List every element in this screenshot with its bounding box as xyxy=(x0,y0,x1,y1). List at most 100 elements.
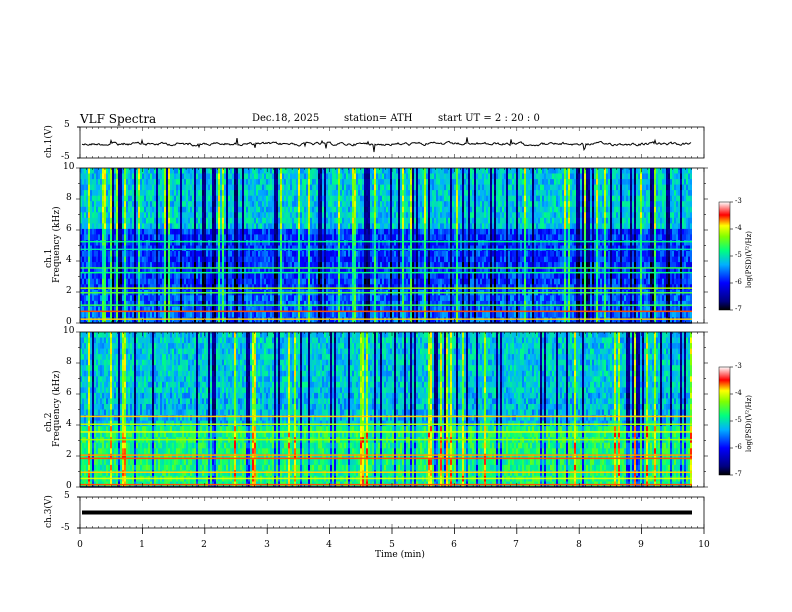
spec-cell xyxy=(214,306,216,313)
spec-cell xyxy=(250,179,252,186)
spec-cell xyxy=(206,273,208,280)
spec-cell xyxy=(90,278,92,285)
spec-cell xyxy=(282,273,284,280)
spec-cell xyxy=(310,284,312,291)
spec-cell xyxy=(144,240,146,246)
spec-cell xyxy=(212,179,214,186)
spec-cell xyxy=(404,306,406,313)
spec-cell xyxy=(208,228,210,235)
spec-cell xyxy=(246,201,248,208)
spec-cell xyxy=(116,179,118,186)
spec-cell xyxy=(130,306,132,313)
spec-cell xyxy=(392,184,394,191)
spec-cell xyxy=(246,256,248,263)
spec-cell xyxy=(288,240,290,246)
spec-cell xyxy=(98,267,100,274)
spec-cell xyxy=(124,295,126,302)
spec-cell xyxy=(156,212,158,219)
spec-cell xyxy=(290,168,292,174)
spec-cell xyxy=(104,311,106,318)
spec-cell xyxy=(390,311,392,318)
spec-cell xyxy=(370,223,372,230)
spec-cell xyxy=(260,267,262,274)
spec-cell xyxy=(376,267,378,274)
spec-cell xyxy=(198,300,200,307)
spec-cell xyxy=(314,240,316,246)
spec-cell xyxy=(228,190,230,197)
spec-cell xyxy=(402,306,404,313)
spec-cell xyxy=(320,267,322,274)
spec-cell xyxy=(280,306,282,313)
spec-cell xyxy=(186,228,188,235)
spec-cell xyxy=(82,251,84,257)
spec-cell xyxy=(234,306,236,313)
spec-cell xyxy=(252,245,254,252)
spec-cell xyxy=(228,245,230,252)
spec-cell xyxy=(236,217,238,224)
spec-cell xyxy=(354,267,356,274)
spec-cell xyxy=(258,212,260,219)
spec-cell xyxy=(254,184,256,191)
spec-cell xyxy=(82,256,84,263)
spec-cell xyxy=(100,284,102,291)
spec-cell xyxy=(96,267,98,274)
spec-cell xyxy=(368,195,370,202)
spec-cell xyxy=(220,190,222,197)
spec-cell xyxy=(128,173,130,180)
spec-cell xyxy=(238,179,240,186)
spec-cell xyxy=(126,217,128,224)
spec-cell xyxy=(286,317,288,324)
spec-cell xyxy=(226,206,228,213)
spec-cell xyxy=(180,228,182,235)
spec-cell xyxy=(172,311,174,318)
spec-cell xyxy=(242,184,244,191)
spec-cell xyxy=(214,184,216,191)
spec-cell xyxy=(214,195,216,202)
spec-cell xyxy=(126,284,128,291)
spec-cell xyxy=(104,173,106,180)
spec-cell xyxy=(160,306,162,313)
spec-cell xyxy=(168,212,170,219)
spec-cell xyxy=(320,234,322,241)
spec-cell xyxy=(326,278,328,285)
spec-cell xyxy=(222,228,224,235)
spec-cell xyxy=(122,267,124,274)
spec-cell xyxy=(370,306,372,313)
spec-cell xyxy=(140,284,142,291)
spec-cell xyxy=(332,206,334,213)
spec-cell xyxy=(420,168,422,174)
spec-cell xyxy=(210,311,212,318)
spec-cell xyxy=(280,217,282,224)
spec-cell xyxy=(188,234,190,241)
spec-cell xyxy=(300,195,302,202)
spec-cell xyxy=(276,300,278,307)
spec-cell xyxy=(298,173,300,180)
spec-cell xyxy=(298,306,300,313)
spec-cell xyxy=(368,273,370,280)
spec-cell xyxy=(118,273,120,280)
spec-cell xyxy=(378,201,380,208)
spec-cell xyxy=(278,217,280,224)
spec-cell xyxy=(278,228,280,235)
spec-cell xyxy=(224,284,226,291)
spec-cell xyxy=(276,228,278,235)
spec-cell xyxy=(358,206,360,213)
spec-cell xyxy=(300,184,302,191)
spec-cell xyxy=(294,317,296,324)
spec-cell xyxy=(342,195,344,202)
spec-cell xyxy=(242,267,244,274)
spec-cell xyxy=(358,295,360,302)
spec-cell xyxy=(82,173,84,180)
spec-cell xyxy=(368,245,370,252)
spec-cell xyxy=(230,223,232,230)
spec-cell xyxy=(248,311,250,318)
spec-cell xyxy=(332,278,334,285)
spec-cell xyxy=(240,311,242,318)
spec-cell xyxy=(156,179,158,186)
spec-cell xyxy=(150,223,152,230)
spec-cell xyxy=(260,195,262,202)
spec-cell xyxy=(184,278,186,285)
spec-cell xyxy=(114,278,116,285)
spec-cell xyxy=(102,201,104,208)
spec-cell xyxy=(334,262,336,269)
